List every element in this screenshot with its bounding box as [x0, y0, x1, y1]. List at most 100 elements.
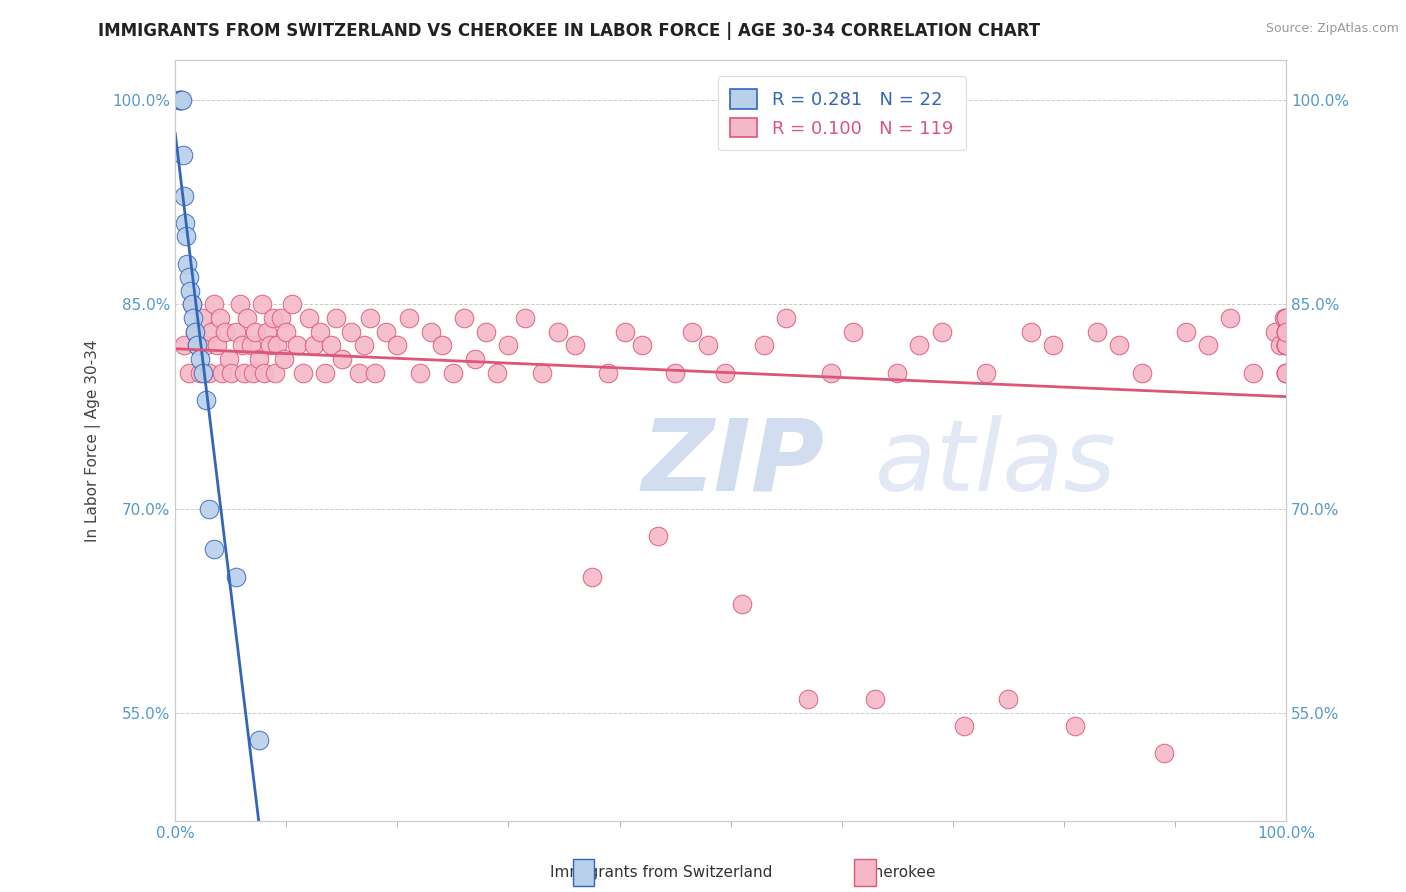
- Point: [225, 569, 247, 583]
- Text: atlas: atlas: [875, 415, 1116, 512]
- Point: [225, 325, 247, 339]
- Point: [239, 338, 262, 352]
- Point: [247, 351, 270, 366]
- Point: [453, 311, 475, 326]
- Point: [498, 338, 520, 352]
- Point: [242, 366, 264, 380]
- Point: [547, 325, 569, 339]
- Y-axis label: In Labor Force | Age 30-34: In Labor Force | Age 30-34: [86, 339, 101, 541]
- Point: [188, 351, 211, 366]
- Point: [598, 366, 620, 380]
- Point: [1153, 747, 1175, 761]
- Point: [564, 338, 586, 352]
- Point: [1275, 325, 1298, 339]
- Point: [886, 366, 908, 380]
- Point: [308, 325, 330, 339]
- Point: [1019, 325, 1042, 339]
- Point: [1197, 338, 1219, 352]
- Point: [325, 311, 347, 326]
- Point: [253, 366, 276, 380]
- Point: [714, 366, 737, 380]
- Point: [184, 325, 207, 339]
- Text: Immigrants from Switzerland: Immigrants from Switzerland: [550, 865, 772, 880]
- Point: [1264, 325, 1286, 339]
- Legend: R = 0.281   N = 22, R = 0.100   N = 119: R = 0.281 N = 22, R = 0.100 N = 119: [717, 76, 966, 151]
- Point: [250, 297, 273, 311]
- Point: [364, 366, 387, 380]
- Point: [347, 366, 370, 380]
- Point: [208, 311, 231, 326]
- Point: [697, 338, 720, 352]
- Point: [276, 325, 298, 339]
- Point: [177, 366, 200, 380]
- Point: [170, 94, 193, 108]
- Point: [266, 338, 288, 352]
- Point: [441, 366, 464, 380]
- Point: [177, 270, 200, 285]
- Point: [1175, 325, 1198, 339]
- Point: [1064, 719, 1087, 733]
- Point: [195, 338, 218, 352]
- Point: [375, 325, 398, 339]
- Point: [319, 338, 342, 352]
- Point: [1275, 366, 1298, 380]
- Point: [1275, 338, 1298, 352]
- Point: [191, 311, 214, 326]
- Point: [1275, 325, 1298, 339]
- Point: [419, 325, 441, 339]
- Point: [630, 338, 652, 352]
- Point: [262, 311, 284, 326]
- Point: [1275, 338, 1298, 352]
- Point: [339, 325, 361, 339]
- Point: [202, 297, 225, 311]
- Point: [264, 366, 287, 380]
- Point: [408, 366, 430, 380]
- Point: [1275, 366, 1298, 380]
- Point: [681, 325, 703, 339]
- Point: [195, 392, 218, 407]
- Point: [387, 338, 409, 352]
- Point: [231, 338, 253, 352]
- Point: [176, 229, 198, 244]
- Point: [181, 297, 204, 311]
- Point: [614, 325, 637, 339]
- Point: [314, 366, 336, 380]
- Point: [513, 311, 536, 326]
- Point: [1275, 338, 1298, 352]
- Point: [1241, 366, 1264, 380]
- Point: [219, 366, 242, 380]
- Point: [1275, 338, 1298, 352]
- Point: [184, 325, 207, 339]
- Point: [173, 188, 195, 202]
- Point: [1130, 366, 1153, 380]
- Point: [181, 297, 204, 311]
- Point: [974, 366, 997, 380]
- Point: [270, 311, 292, 326]
- Point: [752, 338, 775, 352]
- Point: [820, 366, 842, 380]
- Point: [464, 351, 486, 366]
- Point: [170, 94, 193, 108]
- Point: [1275, 311, 1298, 326]
- Point: [775, 311, 797, 326]
- Point: [1275, 325, 1298, 339]
- Point: [188, 366, 211, 380]
- Point: [647, 529, 669, 543]
- Point: [1275, 325, 1298, 339]
- Point: [292, 366, 315, 380]
- Point: [1275, 366, 1298, 380]
- Point: [211, 366, 233, 380]
- Point: [169, 94, 191, 108]
- Point: [863, 692, 886, 706]
- Point: [1219, 311, 1241, 326]
- Point: [179, 284, 201, 298]
- Point: [167, 94, 190, 108]
- Point: [486, 366, 509, 380]
- Point: [931, 325, 953, 339]
- Point: [1085, 325, 1108, 339]
- Point: [1270, 338, 1292, 352]
- Point: [581, 569, 603, 583]
- Point: [1042, 338, 1064, 352]
- Point: [236, 311, 259, 326]
- Point: [172, 148, 194, 162]
